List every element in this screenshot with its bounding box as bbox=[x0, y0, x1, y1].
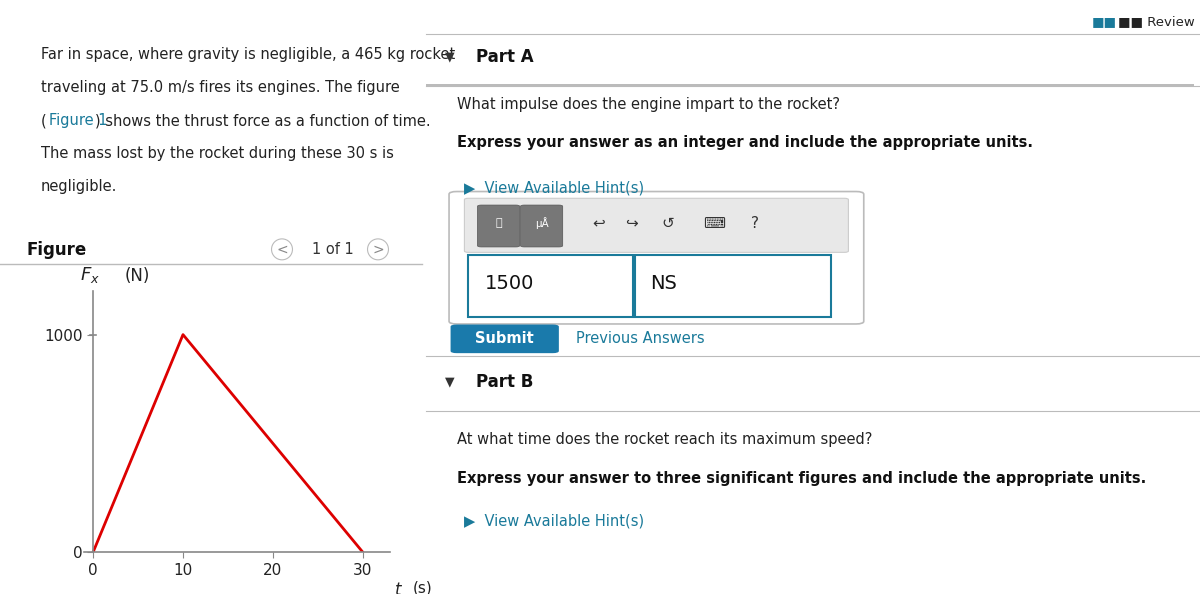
Text: ↪: ↪ bbox=[625, 216, 638, 230]
Text: ■■: ■■ bbox=[1092, 15, 1116, 28]
Text: Part B: Part B bbox=[476, 373, 533, 391]
FancyBboxPatch shape bbox=[478, 205, 520, 247]
Text: ▶  View Available Hint(s): ▶ View Available Hint(s) bbox=[464, 514, 644, 529]
Text: ▼: ▼ bbox=[445, 51, 455, 64]
FancyBboxPatch shape bbox=[449, 191, 864, 324]
Text: Express your answer to three significant figures and include the appropriate uni: Express your answer to three significant… bbox=[457, 471, 1146, 486]
Text: (N): (N) bbox=[125, 267, 150, 285]
Text: >: > bbox=[372, 242, 384, 257]
Text: negligible.: negligible. bbox=[41, 179, 116, 194]
Text: NS: NS bbox=[650, 274, 677, 293]
Text: ■■ Review: ■■ Review bbox=[1118, 15, 1195, 28]
Text: Part A: Part A bbox=[476, 48, 534, 67]
Text: Express your answer as an integer and include the appropriate units.: Express your answer as an integer and in… bbox=[457, 135, 1033, 150]
FancyBboxPatch shape bbox=[521, 205, 563, 247]
Text: μÅ: μÅ bbox=[535, 217, 548, 229]
Text: Submit: Submit bbox=[475, 331, 534, 346]
Text: ↺: ↺ bbox=[661, 216, 674, 230]
Text: Figure: Figure bbox=[26, 241, 86, 258]
Text: Far in space, where gravity is negligible, a 465 kg rocket: Far in space, where gravity is negligibl… bbox=[41, 47, 455, 62]
Text: ⬜: ⬜ bbox=[496, 218, 502, 228]
Text: 1500: 1500 bbox=[485, 274, 534, 293]
Bar bbox=[635, 255, 830, 317]
Text: traveling at 75.0 m/s fires its engines. The figure: traveling at 75.0 m/s fires its engines.… bbox=[41, 80, 400, 95]
Text: ▼: ▼ bbox=[445, 376, 455, 389]
Bar bbox=[426, 84, 1194, 86]
Text: ⌨: ⌨ bbox=[703, 216, 725, 230]
Text: At what time does the rocket reach its maximum speed?: At what time does the rocket reach its m… bbox=[457, 432, 872, 447]
Bar bbox=[468, 255, 634, 317]
Text: Previous Answers: Previous Answers bbox=[576, 331, 704, 346]
Text: $F_x$: $F_x$ bbox=[79, 264, 100, 285]
Text: $t$: $t$ bbox=[395, 581, 403, 594]
Text: ↩: ↩ bbox=[593, 216, 605, 230]
Text: What impulse does the engine impart to the rocket?: What impulse does the engine impart to t… bbox=[457, 97, 840, 112]
FancyBboxPatch shape bbox=[450, 324, 559, 353]
Text: <: < bbox=[276, 242, 288, 257]
Text: ▶  View Available Hint(s): ▶ View Available Hint(s) bbox=[464, 181, 644, 196]
FancyBboxPatch shape bbox=[464, 198, 848, 252]
Text: ?: ? bbox=[751, 216, 758, 230]
Text: (s): (s) bbox=[413, 581, 432, 594]
Text: Figure 1: Figure 1 bbox=[49, 113, 108, 128]
Text: 1 of 1: 1 of 1 bbox=[312, 242, 353, 257]
Text: The mass lost by the rocket during these 30 s is: The mass lost by the rocket during these… bbox=[41, 146, 394, 161]
Text: ) shows the thrust force as a function of time.: ) shows the thrust force as a function o… bbox=[95, 113, 431, 128]
Text: (: ( bbox=[41, 113, 47, 128]
